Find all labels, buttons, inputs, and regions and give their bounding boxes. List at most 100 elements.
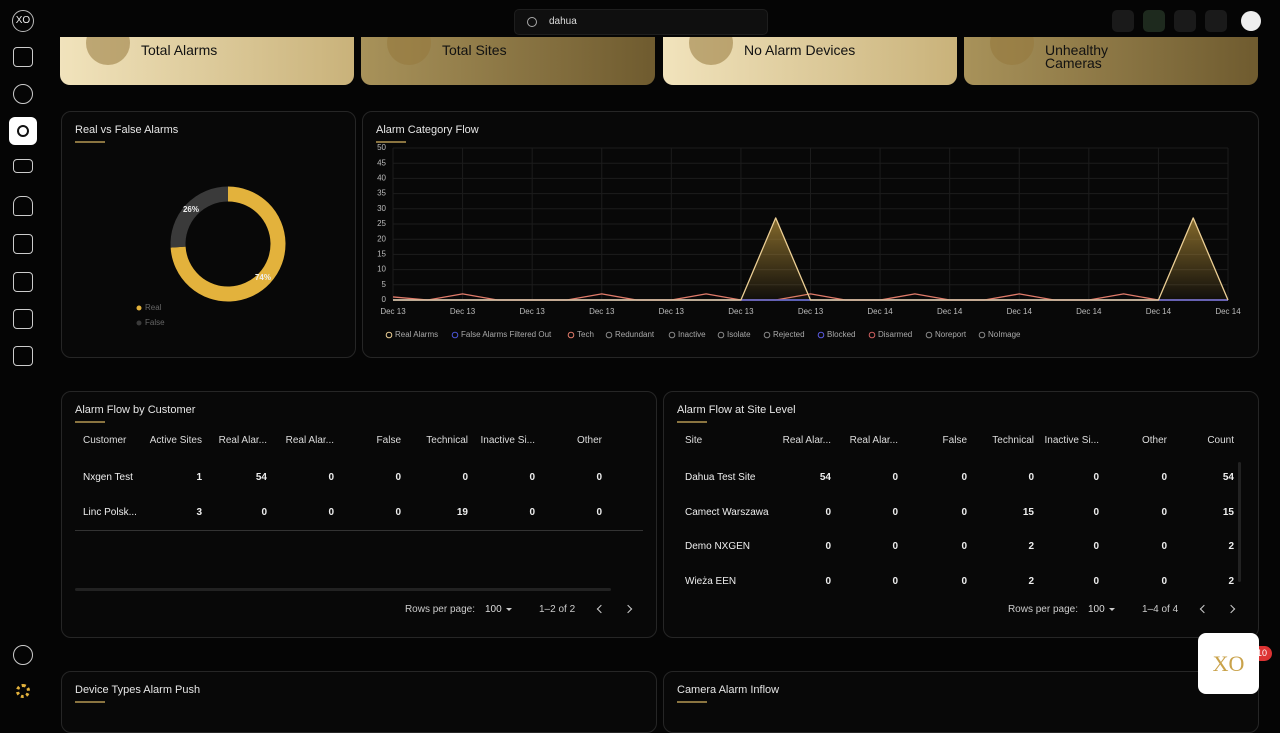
table-cell: Camect Warszawa — [685, 506, 769, 518]
stat-card: Total Alarms — [60, 37, 354, 85]
panel-title: Alarm Category Flow — [376, 124, 479, 136]
panel: Device Types Alarm Push — [61, 671, 657, 733]
table-cell: 0 — [1161, 506, 1167, 518]
table-cell: Dahua Test Site — [685, 472, 756, 483]
column-header: Count — [1207, 435, 1234, 446]
scrollbar — [75, 588, 611, 591]
table-cell: 0 — [825, 576, 831, 588]
rows-per-page-select[interactable]: 100 — [485, 604, 502, 615]
x-tick-label: Dec 13 — [519, 307, 545, 316]
y-tick-label: 20 — [377, 234, 386, 243]
y-tick-label: 5 — [382, 280, 387, 289]
table-panel: Alarm Flow by Customer Customer Active Sit… — [61, 391, 657, 638]
nav-icon[interactable] — [13, 234, 33, 254]
column-header: Active Sites — [149, 435, 202, 446]
table-cell: 0 — [1093, 576, 1099, 588]
column-header: Real Alar... — [285, 435, 334, 446]
top-button[interactable] — [1143, 10, 1165, 32]
nav-icon[interactable] — [13, 272, 33, 292]
next-page[interactable] — [1226, 604, 1236, 614]
nav-icon[interactable] — [13, 159, 33, 173]
stat-label: Total Alarms — [141, 42, 218, 58]
table-cell: 0 — [462, 472, 468, 483]
column-header: Other — [576, 435, 602, 446]
next-page[interactable] — [623, 604, 633, 614]
y-tick-label: 30 — [377, 204, 386, 213]
panel: Camera Alarm Inflow — [663, 671, 1259, 733]
stat-card: Unhealthy Cameras — [964, 37, 1258, 85]
stat-card: No Alarm Devices — [663, 37, 957, 85]
help-icon[interactable] — [13, 645, 33, 665]
column-header: Other — [1141, 435, 1167, 446]
table-cell: 2 — [1228, 541, 1234, 553]
select-arrow — [506, 608, 512, 611]
table-cell: 15 — [1222, 506, 1234, 518]
row-divider — [75, 530, 643, 531]
settings-icon[interactable] — [16, 684, 30, 698]
column-header: Inactive Si... — [1044, 435, 1099, 446]
nav-active[interactable] — [9, 117, 37, 145]
prev-page[interactable] — [596, 604, 606, 614]
stat-label: Total Sites — [442, 42, 507, 58]
legend-marker — [385, 331, 393, 339]
table-cell: 2 — [1028, 541, 1034, 553]
nav-icon[interactable] — [13, 47, 33, 67]
legend-label: NoImage — [988, 330, 1021, 339]
table-cell: 0 — [1161, 576, 1167, 588]
legend-label: Isolate — [727, 330, 751, 339]
top-button[interactable] — [1174, 10, 1196, 32]
x-tick-label: Dec 13 — [728, 307, 754, 316]
rows-per-page-select[interactable]: 100 — [1088, 604, 1105, 615]
search-box[interactable]: dahua — [514, 9, 768, 35]
top-button[interactable] — [1205, 10, 1227, 32]
column-header: Real Alar... — [849, 435, 898, 446]
page-range: 1–4 of 4 — [1142, 604, 1179, 615]
nav-icon[interactable] — [13, 196, 33, 216]
table-cell: 2 — [1028, 576, 1034, 588]
table-cell: Demo NXGEN — [685, 541, 751, 553]
legend-label: Rejected — [773, 330, 805, 339]
chat-widget[interactable]: XO — [1198, 633, 1259, 694]
y-tick-label: 35 — [377, 189, 386, 198]
pie-slice — [170, 186, 286, 302]
nav-icon[interactable] — [13, 84, 33, 104]
prev-page[interactable] — [1199, 604, 1209, 614]
pie-label: 74% — [255, 273, 271, 282]
x-tick-label: Dec 13 — [589, 307, 615, 316]
title-underline — [75, 421, 105, 423]
panel-title: Device Types Alarm Push — [75, 684, 201, 696]
table-cell: 54 — [255, 472, 267, 483]
legend-label: False — [145, 318, 165, 327]
table-cell: 0 — [892, 472, 898, 483]
logo[interactable]: XO — [12, 10, 34, 32]
theme-toggle[interactable] — [1241, 11, 1261, 31]
table-cell: 0 — [529, 507, 535, 518]
table-cell: 0 — [961, 472, 967, 483]
table-cell: 0 — [395, 472, 401, 483]
table-cell: 0 — [596, 472, 602, 483]
pie-slice — [170, 186, 229, 248]
panel-title: Real vs False Alarms — [75, 124, 179, 136]
column-header: Real Alar... — [782, 435, 831, 446]
y-tick-label: 25 — [377, 219, 386, 228]
legend-marker — [868, 331, 876, 339]
search-icon — [527, 17, 537, 27]
x-tick-label: Dec 13 — [798, 307, 824, 316]
search-text: dahua — [549, 16, 577, 27]
panel-title: Alarm Flow by Customer — [75, 404, 196, 416]
legend-label: Real Alarms — [395, 330, 438, 339]
table-cell: 54 — [819, 472, 831, 483]
table-cell: 3 — [196, 507, 202, 518]
table-cell: 0 — [1028, 472, 1034, 483]
legend-marker — [763, 331, 771, 339]
legend-dot — [136, 305, 142, 311]
top-button[interactable] — [1112, 10, 1134, 32]
column-header: Real Alar... — [218, 435, 267, 446]
legend-label: Real — [145, 303, 162, 312]
table-cell: 0 — [961, 506, 967, 518]
nav-icon[interactable] — [13, 309, 33, 329]
y-tick-label: 10 — [377, 265, 386, 274]
nav-icon[interactable] — [13, 346, 33, 366]
table-cell: Linc Polsk... — [83, 507, 137, 518]
